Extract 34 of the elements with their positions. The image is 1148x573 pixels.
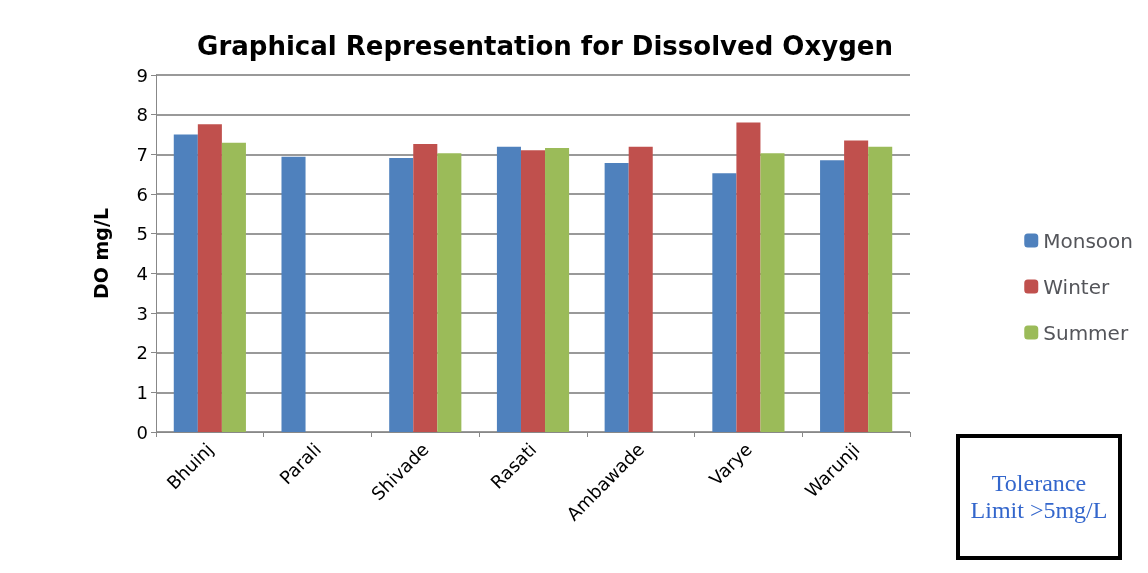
bar xyxy=(496,146,521,432)
legend-label: Monsoon xyxy=(1043,228,1134,253)
bar xyxy=(628,146,653,432)
bar xyxy=(173,134,198,432)
bar xyxy=(604,163,629,432)
legend-label: Winter xyxy=(1043,274,1110,299)
y-tick-label: 9 xyxy=(136,64,148,86)
y-tick-label: 6 xyxy=(136,183,148,205)
bar xyxy=(389,157,414,432)
bar xyxy=(281,156,306,432)
y-tick-label: 1 xyxy=(136,381,148,403)
legend-label: Summer xyxy=(1043,320,1129,345)
y-tick-label: 5 xyxy=(136,223,148,245)
y-axis-title: DO mg/L xyxy=(89,208,112,299)
bar xyxy=(545,147,570,432)
y-tick-label: 3 xyxy=(136,302,148,324)
bar xyxy=(820,160,845,432)
y-tick-label: 4 xyxy=(136,262,148,284)
bar xyxy=(520,150,546,432)
bar xyxy=(868,146,893,432)
bar xyxy=(760,153,785,432)
text: Tolerance Limit >5mg/L xyxy=(956,434,1122,560)
y-tick-label: 8 xyxy=(136,104,148,126)
bar xyxy=(221,142,246,432)
y-tick-label: 0 xyxy=(136,421,148,443)
bar xyxy=(197,124,222,432)
chart-title: Graphical Representation for Dissolved Oxygen xyxy=(197,31,893,61)
bar xyxy=(844,140,869,432)
bar xyxy=(413,144,438,432)
y-tick-label: 7 xyxy=(136,143,148,165)
bar xyxy=(712,173,737,432)
bar xyxy=(736,122,761,432)
bar xyxy=(437,153,462,432)
y-tick-label: 2 xyxy=(136,342,148,364)
